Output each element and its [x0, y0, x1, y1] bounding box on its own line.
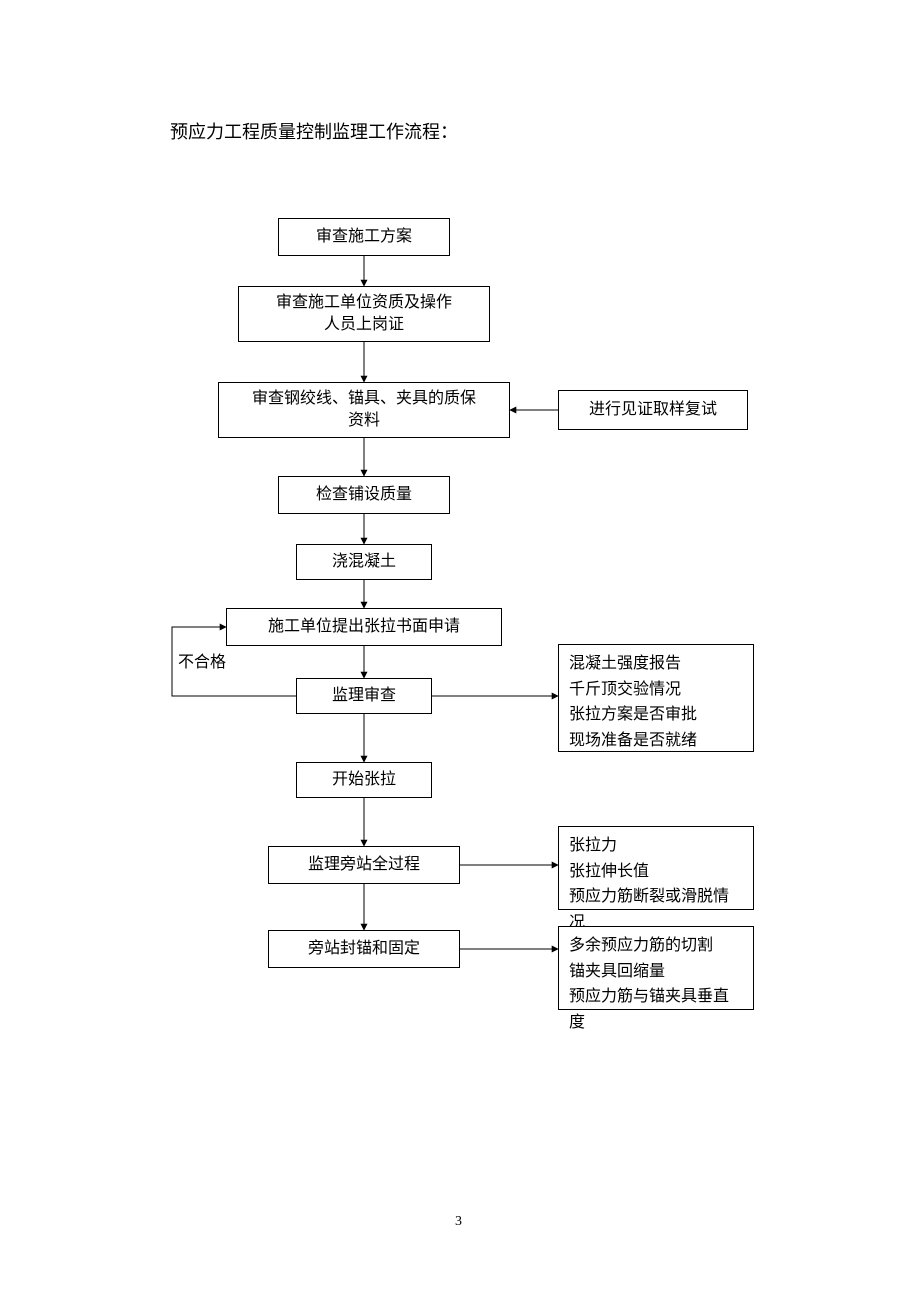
node-label: 旁站封锚和固定: [308, 938, 420, 960]
node-label: 施工单位提出张拉书面申请: [268, 616, 460, 638]
info-box-i3: 多余预应力筋的切割 锚夹具回缩量 预应力筋与锚夹具垂直度: [558, 926, 754, 1010]
page-number: 3: [455, 1214, 462, 1230]
node-label: 审查施工单位资质及操作人员上岗证: [276, 292, 452, 337]
flow-node-n1: 审查施工方案: [278, 218, 450, 256]
info-line: 预应力筋与锚夹具垂直度: [569, 984, 743, 1035]
node-label: 监理旁站全过程: [308, 854, 420, 876]
node-label: 审查施工方案: [316, 226, 412, 248]
node-label: 检查铺设质量: [316, 484, 412, 506]
edge-label-fail: 不合格: [178, 648, 226, 672]
info-line: 千斤顶交验情况: [569, 677, 743, 703]
info-box-i2: 张拉力 张拉伸长值 预应力筋断裂或滑脱情况: [558, 826, 754, 910]
info-box-i1: 混凝土强度报告 千斤顶交验情况 张拉方案是否审批 现场准备是否就绪: [558, 644, 754, 752]
flow-node-n8: 监理审查: [296, 678, 432, 714]
flow-node-n2: 审查施工单位资质及操作人员上岗证: [238, 286, 490, 342]
page-title: 预应力工程质量控制监理工作流程：: [170, 118, 458, 144]
flow-node-n4: 进行见证取样复试: [558, 390, 748, 430]
node-label: 监理审查: [332, 685, 396, 707]
flow-edges: [0, 0, 920, 1302]
info-line: 混凝土强度报告: [569, 651, 743, 677]
node-label: 进行见证取样复试: [589, 399, 717, 421]
info-line: 张拉方案是否审批: [569, 702, 743, 728]
info-line: 张拉伸长值: [569, 859, 743, 885]
info-line: 锚夹具回缩量: [569, 959, 743, 985]
flow-node-n10: 监理旁站全过程: [268, 846, 460, 884]
flow-node-n5: 检查铺设质量: [278, 476, 450, 514]
flow-node-n9: 开始张拉: [296, 762, 432, 798]
flow-node-n3: 审查钢绞线、锚具、夹具的质保资料: [218, 382, 510, 438]
node-label: 浇混凝土: [332, 551, 396, 573]
flow-node-n6: 浇混凝土: [296, 544, 432, 580]
info-line: 张拉力: [569, 833, 743, 859]
node-label: 审查钢绞线、锚具、夹具的质保资料: [252, 388, 476, 433]
flow-node-n11: 旁站封锚和固定: [268, 930, 460, 968]
node-label: 开始张拉: [332, 769, 396, 791]
info-line: 多余预应力筋的切割: [569, 933, 743, 959]
flow-node-n7: 施工单位提出张拉书面申请: [226, 608, 502, 646]
info-line: 现场准备是否就绪: [569, 728, 743, 754]
